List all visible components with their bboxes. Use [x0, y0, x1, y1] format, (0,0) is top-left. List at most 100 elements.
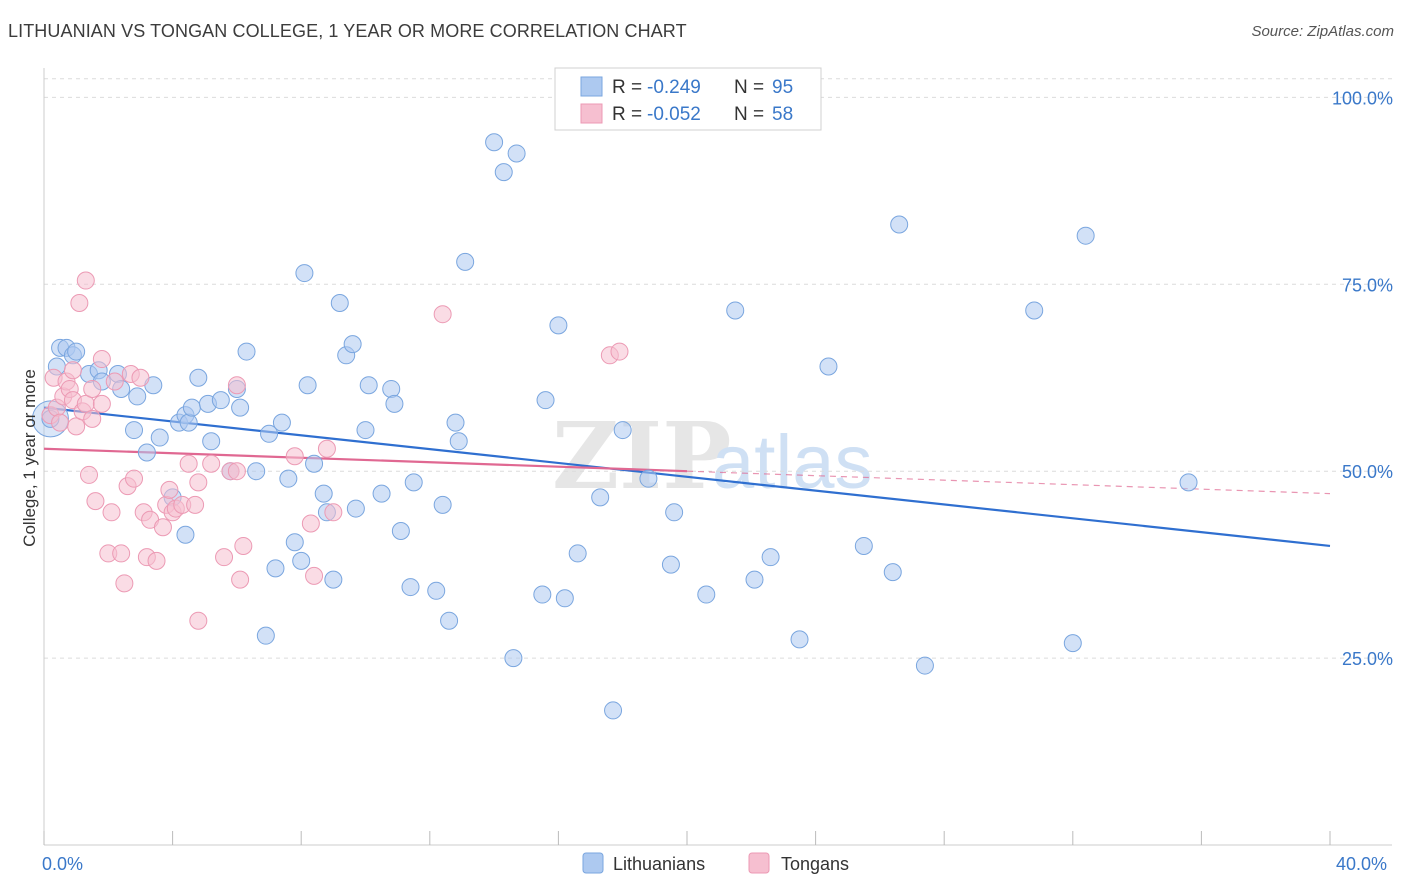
legend-r-value-tongans: -0.052: [647, 104, 701, 125]
lithuanians-point-56: [427, 581, 446, 600]
x-tick-min: 0.0%: [42, 854, 83, 874]
lithuanians-point-29: [237, 342, 256, 361]
axes: [43, 68, 1392, 846]
tongans-point-45: [231, 570, 250, 589]
lithuanians-point-57: [433, 495, 452, 514]
tongans-point-48: [301, 514, 320, 533]
lithuanians-point-88: [1063, 634, 1082, 653]
y-tick-25: 25.0%: [1342, 649, 1393, 669]
tongans-point-46: [234, 536, 253, 555]
lithuanians-point-31: [256, 626, 275, 645]
tongans-point-39: [189, 611, 208, 630]
tongans-point-21: [112, 544, 131, 563]
lithuanians-point-36: [285, 533, 304, 552]
legend-n-label-2: N =: [734, 104, 764, 125]
lithuanians-point-41: [314, 484, 333, 503]
y-tick-labels: 25.0% 50.0% 75.0% 100.0%: [1332, 88, 1393, 669]
tongans-trend-extension: [686, 470, 1331, 495]
tongans-point-26: [131, 368, 150, 387]
lithuanians-point-69: [555, 589, 574, 608]
tongans-point-52: [76, 271, 95, 290]
lithuanians-point-70: [568, 544, 587, 563]
y-tick-100: 100.0%: [1332, 88, 1393, 108]
bottom-legend: Lithuanians Tongans: [582, 852, 849, 874]
lithuanians-point-64: [507, 144, 526, 163]
legend-r-label-1: R =: [612, 77, 642, 98]
tongans-point-25: [125, 469, 144, 488]
lithuanians-point-12: [125, 421, 144, 440]
tongans-point-16: [92, 350, 111, 369]
data-points: [31, 133, 1198, 720]
lithuanians-point-87: [1025, 301, 1044, 320]
tongans-point-56: [610, 342, 629, 361]
lithuanians-point-34: [272, 413, 291, 432]
lithuanians-point-89: [1076, 226, 1095, 245]
lithuanians-point-53: [391, 522, 410, 540]
lithuanians-point-49: [359, 376, 378, 395]
tongans-point-41: [202, 454, 221, 473]
lithuanians-point-40: [305, 454, 324, 473]
bottom-legend-swatch-tongans: [748, 852, 770, 874]
tongans-point-42: [215, 548, 234, 567]
tongans-point-30: [147, 551, 166, 570]
lithuanians-point-63: [494, 163, 513, 182]
gridlines: [44, 78, 1392, 659]
tongans-point-37: [179, 454, 198, 473]
y-tick-75: 75.0%: [1342, 275, 1393, 295]
lithuanians-point-19: [179, 413, 198, 432]
lithuanians-point-33: [266, 559, 285, 578]
lithuanians-point-43: [324, 570, 343, 589]
lithuanians-point-55: [404, 473, 423, 492]
legend-n-value-lithuanians: 95: [772, 77, 793, 98]
y-tick-50: 50.0%: [1342, 462, 1393, 482]
lithuanians-point-58: [440, 611, 459, 630]
tongans-point-54: [433, 305, 452, 324]
legend-r-value-lithuanians: -0.249: [647, 77, 701, 98]
tongans-point-22: [115, 574, 134, 593]
tongans-point-15: [86, 492, 105, 511]
tongans-point-53: [70, 293, 89, 312]
lithuanians-point-81: [790, 630, 809, 649]
lithuanians-point-37: [292, 551, 311, 570]
lithuanians-point-50: [372, 484, 391, 503]
legend-n-value-tongans: 58: [772, 104, 793, 125]
lithuanians-point-25: [211, 391, 230, 410]
lithuanians-point-72: [604, 701, 623, 720]
legend-swatch-lithuanians: [580, 76, 603, 97]
legend-box: R = -0.249 N = 95 R = -0.052 N = 58: [554, 67, 822, 131]
lithuanians-point-24: [202, 432, 221, 451]
tongans-point-40: [189, 473, 208, 492]
tongans-point-9: [67, 417, 86, 436]
lithuanians-point-78: [726, 301, 745, 320]
chart-title: LITHUANIAN VS TONGAN COLLEGE, 1 YEAR OR …: [8, 21, 687, 41]
lithuanians-point-28: [231, 398, 250, 417]
lithuanians-point-5: [67, 342, 86, 361]
tongans-point-12: [80, 465, 99, 484]
source-label: Source: ZipAtlas.com: [1251, 23, 1394, 40]
lithuanians-point-90: [1179, 473, 1198, 492]
lithuanians-point-51: [382, 379, 401, 398]
tongans-point-31: [153, 518, 172, 537]
lithuanians-point-54: [401, 578, 420, 597]
tongans-point-47: [285, 447, 304, 466]
lithuanians-point-44: [330, 293, 349, 312]
lithuanians-trend-line: [43, 406, 1331, 548]
lithuanians-point-13: [137, 443, 156, 462]
lithuanians-point-62: [485, 133, 504, 152]
x-tick-max: 40.0%: [1336, 854, 1387, 874]
lithuanians-point-48: [356, 421, 375, 440]
lithuanians-point-65: [504, 649, 523, 668]
lithuanians-point-73: [613, 421, 632, 440]
lithuanians-point-47: [346, 499, 365, 518]
lithuanians-point-74: [639, 469, 658, 488]
lithuanians-point-38: [295, 264, 314, 283]
lithuanians-point-80: [761, 548, 780, 567]
tongans-point-19: [102, 503, 121, 522]
tongans-point-11: [76, 394, 95, 413]
bottom-legend-lithuanians: Lithuanians: [613, 854, 705, 874]
tongans-point-13: [83, 409, 102, 428]
tongans-point-57: [227, 462, 246, 481]
lithuanians-point-61: [456, 252, 475, 271]
tongans-point-38: [186, 495, 205, 514]
